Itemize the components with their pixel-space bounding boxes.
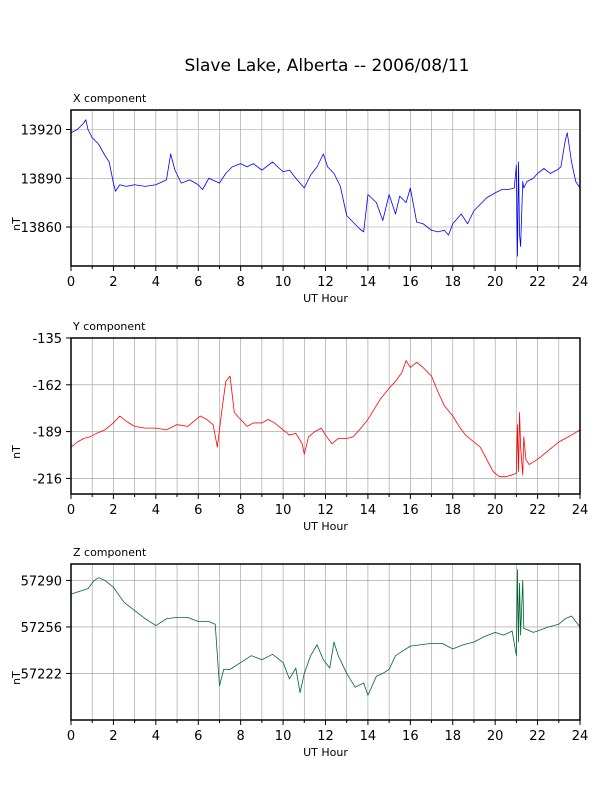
y-component-x-tick-label: 14 xyxy=(360,503,377,518)
x-component-y-tick-label: 13890 xyxy=(21,172,62,187)
y-component-panel: 0 2 4 6 8 10 12 14 16 18 20 22 24-135-162-189-216UT … xyxy=(10,320,588,533)
x-component-series-line xyxy=(70,119,581,257)
y-component-x-tick-label: 6 xyxy=(194,503,202,518)
z-component-x-tick-label: 0 xyxy=(67,729,75,744)
z-component-series-line xyxy=(70,569,581,696)
y-component-panel-label: Y component xyxy=(72,320,146,333)
x-component-panel-label: X component xyxy=(73,92,147,105)
z-component-x-tick-label: 4 xyxy=(152,729,160,744)
x-component-x-tick-label: 22 xyxy=(529,275,546,290)
y-component-x-tick-label: 24 xyxy=(572,503,589,518)
z-component-x-tick-label: 22 xyxy=(529,729,546,744)
x-component-x-axis-title: UT Hour xyxy=(303,292,348,305)
x-component-x-tick-label: 4 xyxy=(152,275,160,290)
y-component-x-tick-label: 0 xyxy=(67,503,75,518)
y-component-x-tick-label: 12 xyxy=(317,503,334,518)
x-component-x-tick-label: 24 xyxy=(572,275,589,290)
x-component-y-axis-title: nT xyxy=(10,217,23,231)
z-component-y-tick-label: 57290 xyxy=(21,574,62,589)
x-component-x-tick-label: 12 xyxy=(317,275,334,290)
z-component-x-tick-label: 10 xyxy=(275,729,292,744)
x-component-x-tick-label: 6 xyxy=(194,275,202,290)
page-title: Slave Lake, Alberta -- 2006/08/11 xyxy=(184,56,470,76)
z-component-x-tick-label: 16 xyxy=(402,729,419,744)
z-component-panel-label: Z component xyxy=(73,546,147,559)
x-component-x-tick-label: 10 xyxy=(275,275,292,290)
y-component-x-axis-title: UT Hour xyxy=(303,520,348,533)
y-component-x-tick-label: 22 xyxy=(529,503,546,518)
y-component-x-tick-label: 10 xyxy=(275,503,292,518)
x-component-x-tick-label: 20 xyxy=(487,275,504,290)
x-component-x-tick-label: 18 xyxy=(444,275,461,290)
x-component-x-tick-label: 16 xyxy=(402,275,419,290)
x-component-y-tick-label: 13920 xyxy=(21,124,62,139)
z-component-x-tick-label: 6 xyxy=(194,729,202,744)
z-component-x-tick-label: 18 xyxy=(444,729,461,744)
x-component-x-tick-label: 2 xyxy=(109,275,117,290)
z-component-y-tick-label: 57256 xyxy=(21,621,62,636)
z-component-x-tick-label: 20 xyxy=(487,729,504,744)
z-component-x-tick-label: 2 xyxy=(109,729,117,744)
y-component-y-tick-label: -189 xyxy=(32,426,62,441)
z-component-x-tick-label: 12 xyxy=(317,729,334,744)
z-component-x-tick-label: 14 xyxy=(360,729,377,744)
y-component-series-line xyxy=(70,360,581,478)
y-component-y-tick-label: -162 xyxy=(32,379,62,394)
z-component-x-tick-label: 8 xyxy=(237,729,245,744)
x-component-y-tick-label: 13860 xyxy=(21,221,62,236)
y-component-x-tick-label: 2 xyxy=(109,503,117,518)
z-component-x-axis-title: UT Hour xyxy=(303,746,348,759)
y-component-x-tick-label: 8 xyxy=(237,503,245,518)
y-component-x-tick-label: 20 xyxy=(487,503,504,518)
x-component-x-tick-label: 8 xyxy=(237,275,245,290)
y-component-y-axis-title: nT xyxy=(10,445,23,459)
y-component-x-tick-label: 18 xyxy=(444,503,461,518)
y-component-x-tick-label: 16 xyxy=(402,503,419,518)
z-component-y-tick-label: 57222 xyxy=(21,667,62,682)
z-component-y-axis-title: nT xyxy=(10,671,23,685)
x-component-x-tick-label: 0 xyxy=(67,275,75,290)
z-component-x-tick-label: 24 xyxy=(572,729,589,744)
x-component-x-tick-label: 14 xyxy=(360,275,377,290)
y-component-x-tick-label: 4 xyxy=(152,503,160,518)
y-component-y-tick-label: -135 xyxy=(32,332,62,347)
y-component-y-tick-label: -216 xyxy=(32,472,62,487)
